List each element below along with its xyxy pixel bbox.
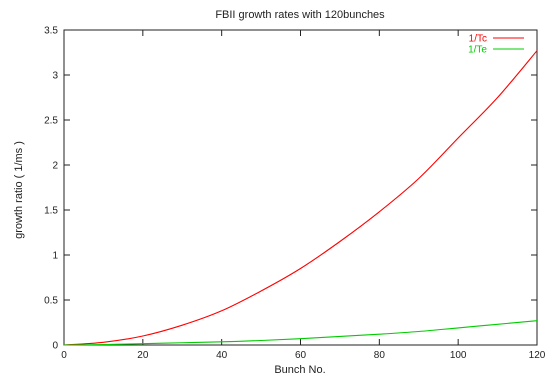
- x-axis-label: Bunch No.: [274, 364, 325, 376]
- x-tick-label: 100: [450, 350, 467, 361]
- x-tick-label: 20: [137, 350, 149, 361]
- x-tick-label: 120: [529, 350, 546, 361]
- y-tick-label: 1: [52, 251, 58, 262]
- y-tick-label: 0: [52, 341, 58, 352]
- series-line-tc: [63, 50, 538, 346]
- series-line-te: [63, 320, 538, 346]
- x-tick-label: 0: [61, 350, 67, 361]
- legend-label: 1/Tc: [469, 34, 487, 45]
- plot-frame: [63, 29, 538, 346]
- y-tick-label: 2: [52, 161, 58, 172]
- y-tick-label: 2.5: [44, 116, 58, 127]
- legend: 1/Tc1/Te: [468, 34, 524, 56]
- y-tick-label: 0.5: [44, 296, 58, 307]
- x-tick-label: 60: [295, 350, 307, 361]
- x-tick-label: 80: [374, 350, 386, 361]
- axes: 0 20 40 60 80 100 120 0 0.5 1 1.5 2 2.5 3 3.5: [44, 26, 546, 362]
- y-tick-label: 1.5: [44, 206, 58, 217]
- legend-label: 1/Te: [468, 45, 487, 56]
- y-tick-label: 3: [52, 71, 58, 82]
- y-axis-label: growth ratio ( 1/ms ): [13, 141, 25, 239]
- chart-title: FBII growth rates with 120bunches: [215, 9, 385, 21]
- x-tick-label: 40: [216, 350, 228, 361]
- y-tick-label: 3.5: [44, 26, 58, 37]
- series-lines: [63, 50, 538, 346]
